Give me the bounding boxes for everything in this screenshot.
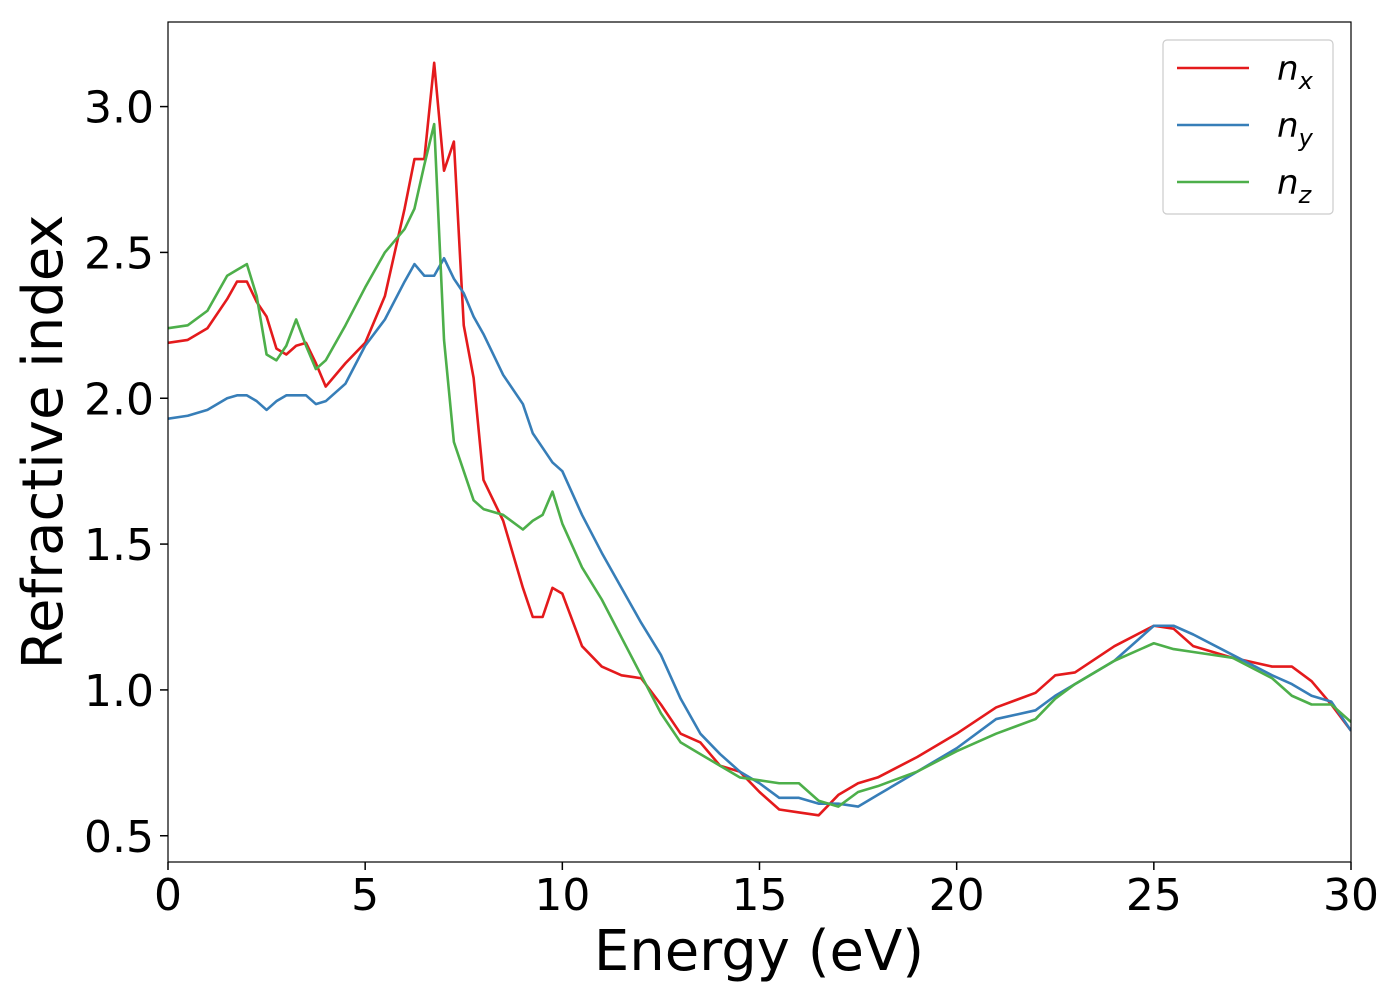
- series-line: [168, 61, 1351, 817]
- x-tick-label: 15: [732, 870, 788, 921]
- y-tick-label: 2.5: [84, 228, 154, 279]
- x-tick-label: 5: [351, 870, 379, 921]
- x-tick-label: 25: [1126, 870, 1182, 921]
- legend-label: ny: [1277, 106, 1314, 152]
- y-axis-label: Refractive index: [11, 215, 76, 670]
- y-tick-label: 3.0: [84, 83, 154, 134]
- y-tick-label: 1.0: [84, 666, 154, 717]
- x-tick-label: 30: [1323, 870, 1379, 921]
- legend-frame: [1162, 39, 1334, 215]
- series-line: [168, 122, 1351, 808]
- y-tick-label: 2.0: [84, 374, 154, 425]
- plot-frame: [167, 21, 1352, 863]
- x-tick-label: 10: [534, 870, 590, 921]
- y-tick-label: 0.5: [84, 812, 154, 863]
- legend-label: nx: [1277, 49, 1314, 95]
- y-tick-label: 1.5: [84, 520, 154, 571]
- legend-label: nz: [1277, 163, 1313, 209]
- x-axis-label: Energy (eV): [594, 919, 924, 984]
- series-line: [168, 256, 1351, 808]
- x-tick-label: 20: [929, 870, 985, 921]
- x-tick-label: 0: [154, 870, 182, 921]
